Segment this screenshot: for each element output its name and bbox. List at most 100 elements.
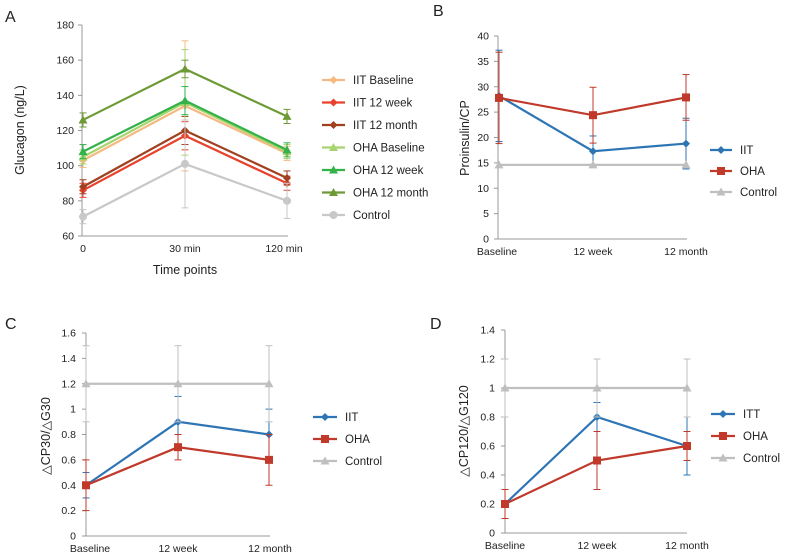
series-control: [500, 358, 692, 418]
legend-swatch-marker: [329, 165, 338, 174]
data-point: [589, 147, 597, 156]
panel-b: B 0 5 10 15 20 25 30 35 40 Baseline 12 week 12 month…: [433, 3, 777, 258]
y-tick-label: 140: [56, 90, 74, 102]
data-point: [683, 442, 691, 450]
y-tick-label: 0.4: [61, 480, 76, 492]
legend-label: IIT 12 week: [353, 98, 412, 110]
y-tick-label: 1.4: [61, 353, 76, 365]
data-point: [589, 111, 597, 120]
legend-label: OHA 12 week: [353, 165, 424, 177]
y-axis-title: Glucagon (ng/L): [13, 85, 27, 175]
data-point: [593, 456, 601, 465]
y-tick-label: 5: [483, 208, 489, 220]
x-tick-label: 0: [80, 243, 86, 255]
legend: ITT OHA Control: [711, 409, 780, 465]
legend-swatch-marker: [329, 211, 338, 219]
y-tick-label: 15: [477, 157, 489, 169]
legend-label: OHA Baseline: [353, 143, 425, 155]
legend-label: Control: [743, 453, 780, 465]
x-tick-label: Baseline: [485, 540, 525, 552]
legend-label: OHA: [740, 166, 765, 178]
panel-label: A: [5, 9, 16, 26]
panel-c: C 0 0.2 0.4 0.6 0.8 1 1.2 1.4 1.6 Baseline 12 week 1…: [5, 316, 382, 555]
y-tick-label: 1.2: [480, 354, 495, 366]
y-tick-label: 1.6: [61, 328, 76, 340]
y-tick-label: 0.6: [61, 454, 76, 466]
data-point: [682, 139, 690, 148]
x-tick-label: 30 min: [169, 243, 201, 255]
y-tick-label: 100: [56, 160, 74, 172]
legend-swatch-marker: [321, 413, 329, 421]
data-point: [79, 182, 87, 191]
y-tick-label: 10: [477, 183, 489, 195]
legend: IIT Baseline IIT 12 week IIT 12 month OHA B…: [322, 75, 428, 222]
panel-d: D 0 0.2 0.4 0.6 0.8 1 1.2 1.4 Baseline 12 week 12 m…: [430, 316, 780, 552]
data-point: [682, 93, 690, 102]
data-point: [495, 93, 503, 102]
x-tick-label: Baseline: [477, 246, 517, 258]
y-tick-label: 0.8: [61, 429, 76, 441]
legend-label: Control: [353, 210, 390, 222]
series-oha: [501, 431, 691, 519]
data-point: [174, 443, 182, 452]
x-tick-label: 12 week: [573, 246, 613, 258]
data-point: [81, 379, 91, 388]
data-point: [79, 212, 87, 221]
y-tick-label: 0: [483, 234, 489, 246]
y-tick-label: 120: [56, 125, 74, 137]
data-point: [588, 160, 598, 169]
legend-swatch-marker: [719, 432, 727, 440]
data-point: [265, 455, 273, 464]
legend-swatch-marker: [320, 456, 330, 465]
series-control: [81, 345, 274, 423]
series-oha: [82, 434, 273, 512]
data-point: [264, 379, 274, 388]
legend-label: ITT: [743, 409, 760, 421]
data-point: [180, 64, 190, 73]
data-point: [181, 159, 189, 168]
data-point: [173, 379, 183, 388]
series-oha-12-week: [78, 86, 292, 160]
legend-swatch-marker: [719, 410, 727, 418]
series-line: [504, 444, 688, 505]
y-tick-label: 160: [56, 55, 74, 67]
legend-label: IIT: [740, 145, 753, 157]
data-point: [501, 500, 509, 508]
y-tick-label: 25: [477, 107, 489, 119]
legend-label: IIT: [345, 412, 358, 424]
legend-label: OHA: [743, 431, 768, 443]
data-point: [82, 481, 90, 490]
legend-swatch-marker: [329, 121, 338, 129]
data-point: [282, 111, 292, 120]
y-tick-label: 1: [489, 383, 495, 395]
y-tick-label: 35: [477, 56, 489, 68]
legend-swatch-marker: [717, 167, 725, 175]
data-point: [682, 383, 692, 392]
data-point: [78, 115, 88, 124]
y-axis-title: △CP120/△G120: [457, 385, 471, 477]
legend-swatch-marker: [329, 76, 338, 84]
x-tick-label: 12 week: [158, 543, 198, 555]
panel-label: B: [433, 3, 444, 20]
data-point: [681, 160, 691, 169]
series-control: [79, 119, 291, 225]
series-control: [494, 160, 691, 169]
y-tick-label: 1.2: [61, 378, 76, 390]
legend-swatch-marker: [329, 98, 338, 107]
data-point: [592, 383, 602, 392]
y-tick-label: 60: [62, 231, 74, 243]
y-tick-label: 30: [477, 81, 489, 93]
y-tick-label: 0: [70, 531, 76, 543]
y-axis-title: △CP30/△G30: [39, 397, 53, 475]
x-tick-label: 120 min: [265, 243, 303, 255]
legend-label: Control: [740, 187, 777, 199]
series-oha-12-month: [78, 59, 292, 128]
x-tick-label: Baseline: [70, 543, 110, 555]
legend-label: OHA 12 month: [353, 188, 428, 200]
data-point: [500, 383, 510, 392]
y-tick-label: 0: [489, 528, 495, 540]
y-tick-label: 40: [477, 31, 489, 43]
y-axis-title: Proinsulin/CP: [458, 100, 472, 176]
x-tick-label: 12 month: [664, 246, 708, 258]
